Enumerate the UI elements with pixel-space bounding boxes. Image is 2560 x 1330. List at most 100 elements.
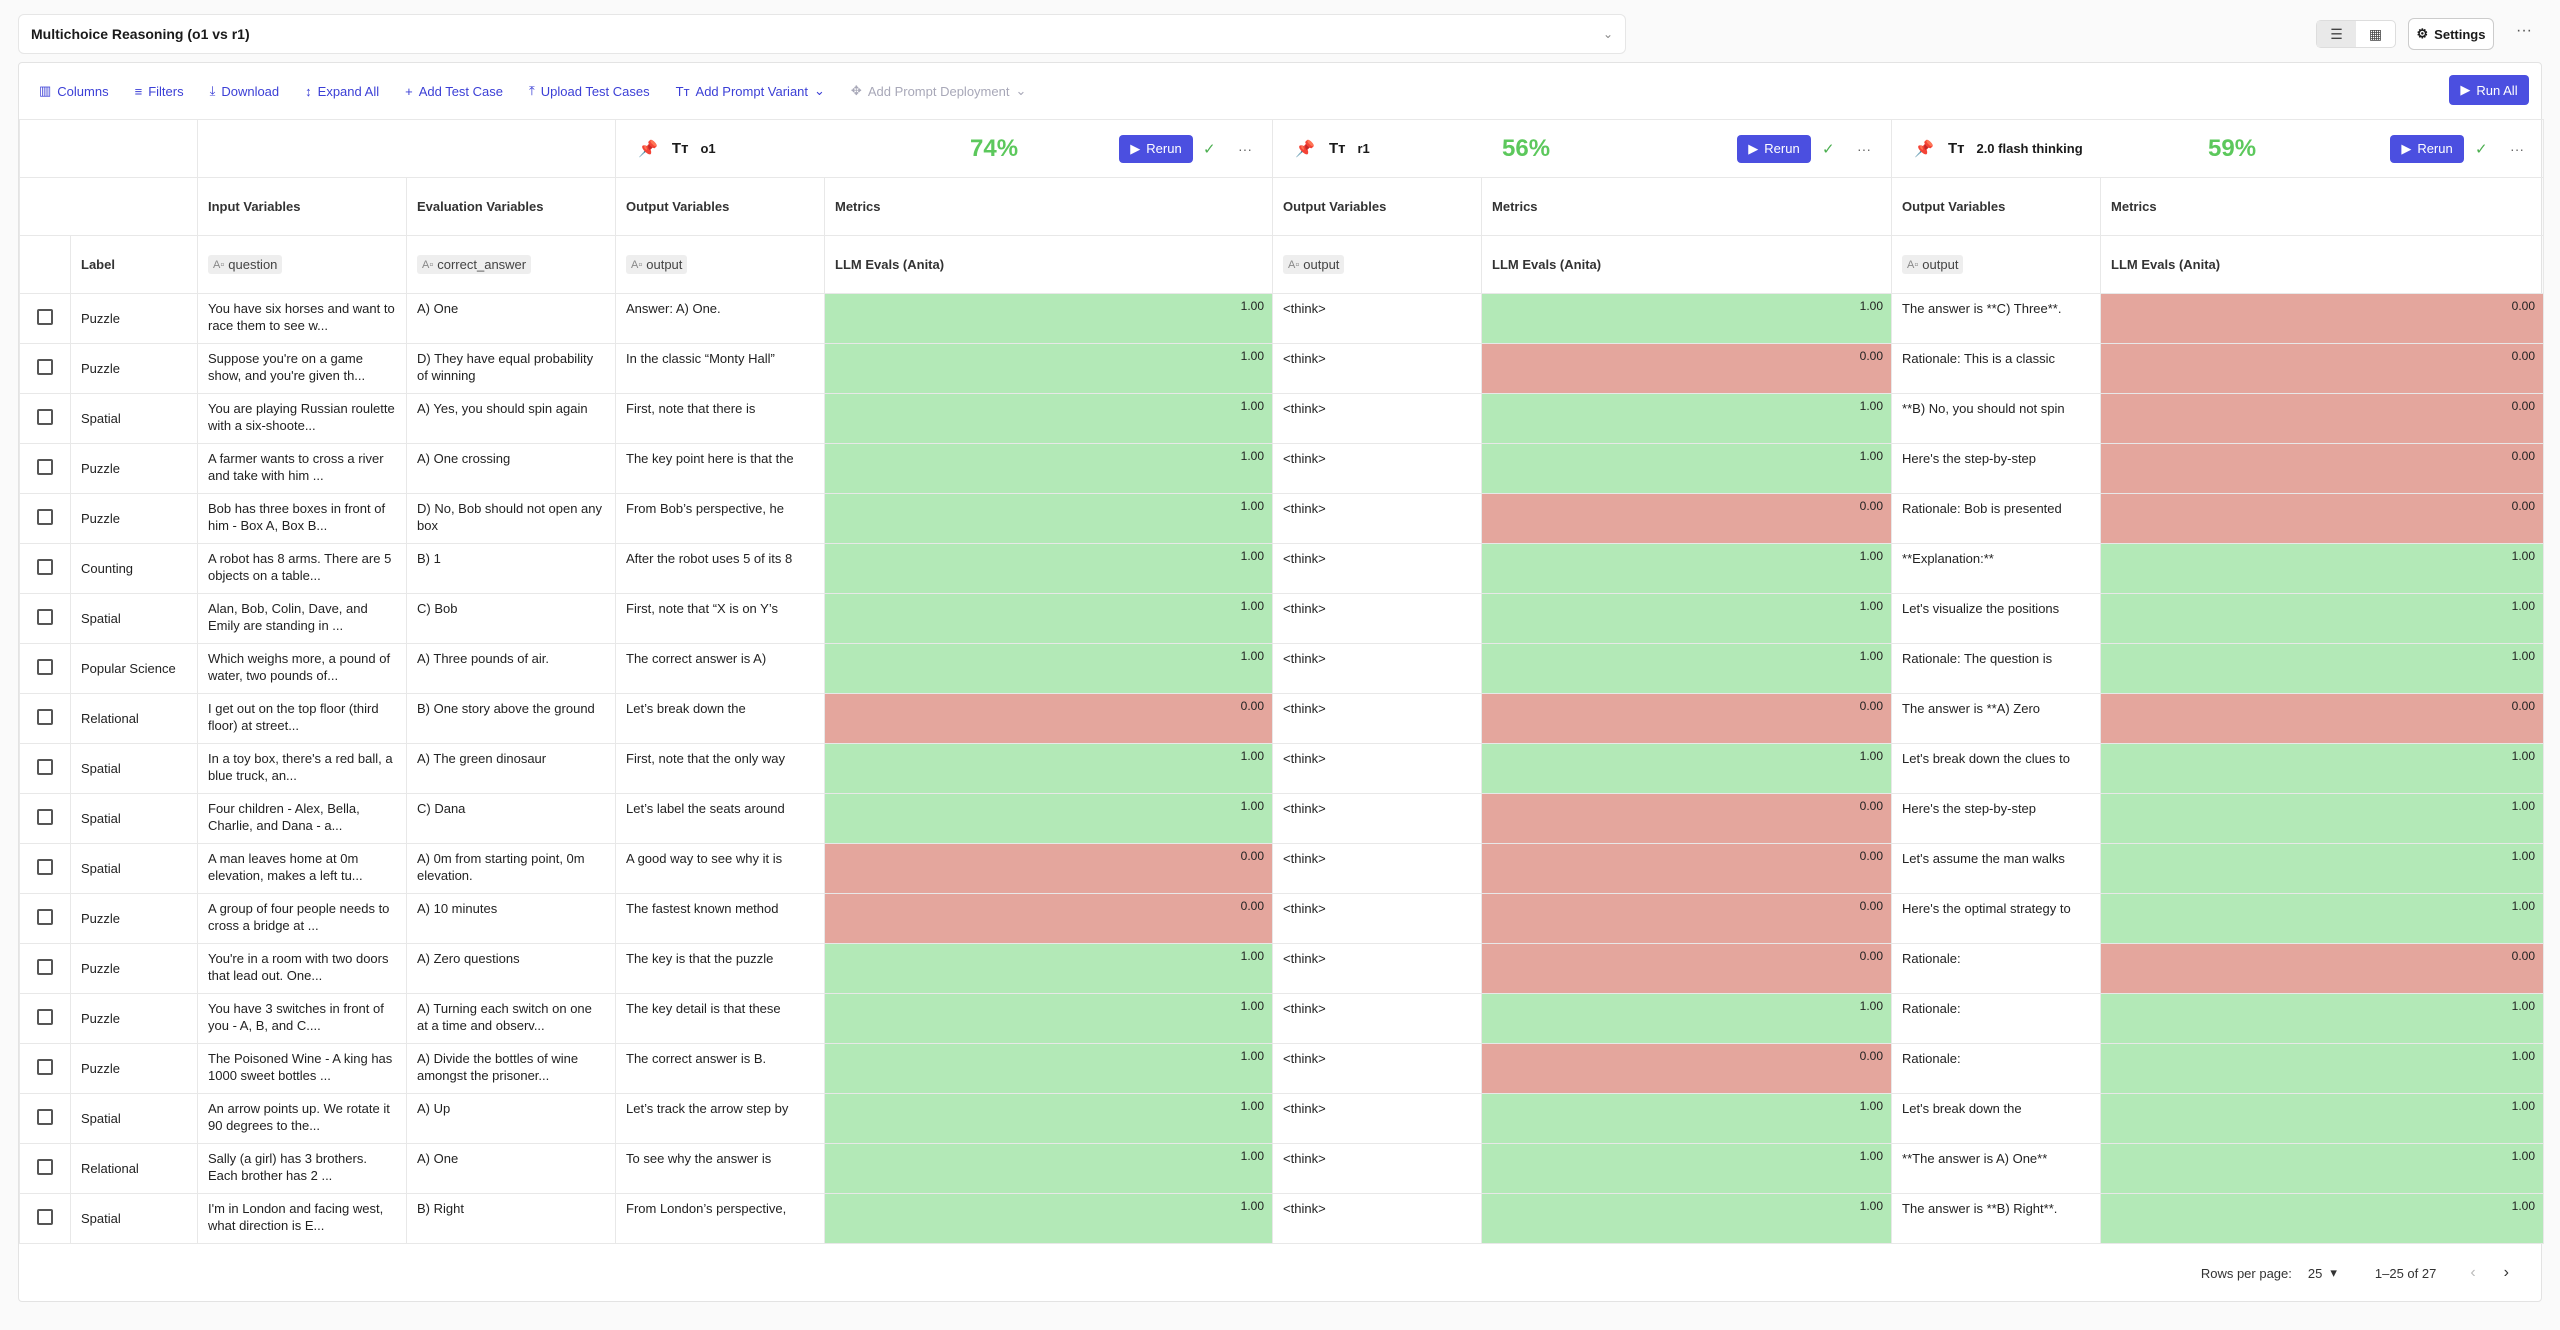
table-row[interactable]: Puzzle A group of four people needs to cr… <box>19 893 2545 944</box>
o1-metric-cell: 1.00 <box>823 443 1274 494</box>
row-checkbox-cell[interactable] <box>19 343 71 394</box>
flash-metric-cell: 1.00 <box>2100 1043 2545 1094</box>
filters-button[interactable]: ≡ Filters <box>135 84 184 99</box>
view-toggle[interactable]: ☰ ▦ <box>2316 20 2396 48</box>
r1-metric-cell: 1.00 <box>1481 293 1893 344</box>
table-row[interactable]: Spatial An arrow points up. We rotate it … <box>19 1093 2545 1144</box>
row-checkbox[interactable] <box>37 408 53 425</box>
table-row[interactable]: Puzzle Suppose you're on a game show, and… <box>19 343 2545 394</box>
variant-name: o1 <box>700 141 716 156</box>
add-test-case-button[interactable]: + Add Test Case <box>405 84 503 99</box>
download-button[interactable]: ⤓ Download <box>210 83 280 99</box>
row-checkbox-cell[interactable] <box>19 393 71 444</box>
row-checkbox[interactable] <box>37 308 53 325</box>
flash-output-cell: Let's assume the man walks <box>1891 843 2102 894</box>
table-row[interactable]: Puzzle A farmer wants to cross a river an… <box>19 443 2545 494</box>
table-row[interactable]: Relational Sally (a girl) has 3 brothers.… <box>19 1143 2545 1194</box>
pin-icon[interactable]: 📌 <box>638 140 658 158</box>
label-cell: Puzzle <box>70 993 198 1044</box>
row-checkbox-cell[interactable] <box>19 643 71 694</box>
table-row[interactable]: Spatial I'm in London and facing west, wh… <box>19 1193 2545 1244</box>
table-row[interactable]: Puzzle The Poisoned Wine - A king has 100… <box>19 1043 2545 1094</box>
row-checkbox-cell[interactable] <box>19 593 71 644</box>
table-row[interactable]: Puzzle You have 3 switches in front of yo… <box>19 993 2545 1044</box>
row-checkbox[interactable] <box>37 708 53 725</box>
row-checkbox-cell[interactable] <box>19 443 71 494</box>
row-checkbox-cell[interactable] <box>19 1093 71 1144</box>
row-checkbox-cell[interactable] <box>19 1193 71 1244</box>
chevron-down-icon[interactable]: ⌄ <box>1602 27 1613 41</box>
row-checkbox[interactable] <box>37 458 53 475</box>
rows-per-page-select[interactable]: 25 ▾ <box>2308 1265 2337 1281</box>
more-icon[interactable]: ··· <box>1857 140 1872 157</box>
flash-metric-cell: 1.00 <box>2100 893 2545 944</box>
table-row[interactable]: Popular Science Which weighs more, a poun… <box>19 643 2545 694</box>
row-checkbox[interactable] <box>37 1108 53 1125</box>
row-checkbox-cell[interactable] <box>19 293 71 344</box>
table-row[interactable]: Spatial In a toy box, there's a red ball,… <box>19 743 2545 794</box>
expand-all-button[interactable]: ↕ Expand All <box>305 84 379 99</box>
row-checkbox[interactable] <box>37 808 53 825</box>
table-row[interactable]: Spatial You are playing Russian roulette … <box>19 393 2545 444</box>
row-checkbox-cell[interactable] <box>19 1143 71 1194</box>
previous-page-icon[interactable]: ‹ <box>2470 1264 2476 1281</box>
row-checkbox-cell[interactable] <box>19 993 71 1044</box>
row-checkbox-cell[interactable] <box>19 543 71 594</box>
row-checkbox-cell[interactable] <box>19 1043 71 1094</box>
row-checkbox[interactable] <box>37 508 53 525</box>
rerun-button[interactable]: ▶ Rerun <box>1119 134 1193 163</box>
table-row[interactable]: Puzzle You have six horses and want to ra… <box>19 293 2545 344</box>
text-variable-icon: A▫ <box>1907 258 1919 271</box>
title-bar[interactable]: Multichoice Reasoning (o1 vs r1) ⌄ <box>18 14 1626 54</box>
row-checkbox[interactable] <box>37 608 53 625</box>
row-checkbox-cell[interactable] <box>19 743 71 794</box>
row-checkbox[interactable] <box>37 908 53 925</box>
table-row[interactable]: Puzzle Bob has three boxes in front of hi… <box>19 493 2545 544</box>
row-checkbox[interactable] <box>37 1008 53 1025</box>
toolbar: ▥ Columns ≡ Filters ⤓ Download ↕ Expand All … <box>19 63 2541 119</box>
row-checkbox-cell[interactable] <box>19 793 71 844</box>
add-prompt-variant-button[interactable]: Tт Add Prompt Variant ⌄ <box>676 83 825 99</box>
table-row[interactable]: Relational I get out on the top floor (th… <box>19 693 2545 744</box>
table-row[interactable]: Spatial A man leaves home at 0m elevation… <box>19 843 2545 894</box>
more-icon[interactable]: ··· <box>2516 22 2532 39</box>
row-checkbox-cell[interactable] <box>19 693 71 744</box>
row-checkbox[interactable] <box>37 658 53 675</box>
expand-all-label: Expand All <box>317 83 380 99</box>
pin-icon[interactable]: 📌 <box>1914 140 1934 158</box>
upload-test-cases-button[interactable]: ⤒ Upload Test Cases <box>529 83 650 99</box>
add-prompt-deployment-label: Add Prompt Deployment <box>867 83 1010 99</box>
row-checkbox-cell[interactable] <box>19 893 71 944</box>
pin-icon[interactable]: 📌 <box>1295 140 1315 158</box>
settings-button[interactable]: ⚙ Settings <box>2408 18 2494 50</box>
blank-header <box>19 119 198 178</box>
row-checkbox[interactable] <box>37 558 53 575</box>
row-checkbox[interactable] <box>37 758 53 775</box>
row-checkbox-cell[interactable] <box>19 843 71 894</box>
next-page-icon[interactable]: › <box>2503 1264 2509 1281</box>
run-all-button[interactable]: ▶ Run All <box>2449 75 2529 105</box>
answer-cell: C) Dana <box>406 793 616 844</box>
row-checkbox[interactable] <box>37 1208 53 1225</box>
add-prompt-deployment-button[interactable]: ✥ Add Prompt Deployment ⌄ <box>851 83 1026 99</box>
row-checkbox[interactable] <box>37 1158 53 1175</box>
row-checkbox-cell[interactable] <box>19 493 71 544</box>
columns-button[interactable]: ▥ Columns <box>39 83 109 99</box>
rerun-button[interactable]: ▶ Rerun <box>1737 134 1812 163</box>
row-checkbox[interactable] <box>37 358 53 375</box>
table-row[interactable]: Counting A robot has 8 arms. There are 5 … <box>19 543 2545 594</box>
row-checkbox[interactable] <box>37 1058 53 1075</box>
table-row[interactable]: Spatial Four children - Alex, Bella, Char… <box>19 793 2545 844</box>
answer-cell: A) One <box>406 293 616 344</box>
row-checkbox[interactable] <box>37 858 53 875</box>
table-view-icon[interactable]: ▦ <box>2368 25 2383 42</box>
list-view-icon[interactable]: ☰ <box>2317 21 2356 47</box>
row-checkbox-cell[interactable] <box>19 943 71 994</box>
more-icon[interactable]: ··· <box>1238 140 1252 157</box>
table-row[interactable]: Spatial Alan, Bob, Colin, Dave, and Emily… <box>19 593 2545 644</box>
rerun-button[interactable]: ▶ Rerun <box>2390 134 2465 163</box>
more-icon[interactable]: ··· <box>2510 140 2525 157</box>
flash-output-cell: Here's the step-by-step <box>1891 793 2102 844</box>
row-checkbox[interactable] <box>37 958 53 975</box>
table-row[interactable]: Puzzle You're in a room with two doors th… <box>19 943 2545 994</box>
